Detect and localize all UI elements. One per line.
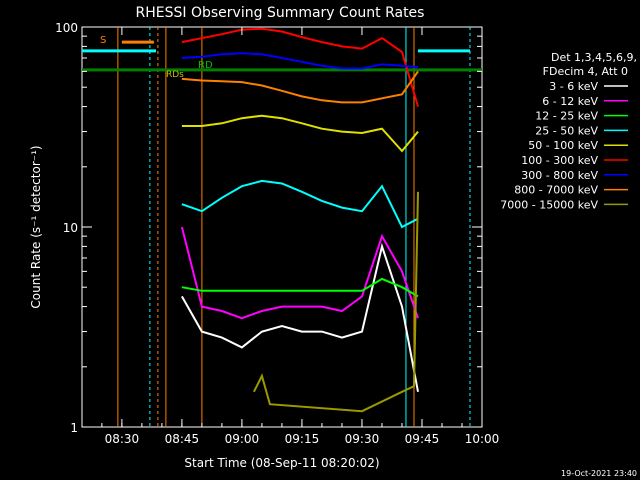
timestamp: 19-Oct-2021 23:40 <box>561 469 637 478</box>
annotation-rds: RDs <box>166 70 184 80</box>
annotation-s: S <box>100 35 106 46</box>
legend-label-7: 800 - 7000 keV <box>514 184 598 197</box>
y-axis-label: Count Rate (s⁻¹ detector⁻¹) <box>29 145 43 308</box>
x-tick-label-1: 08:45 <box>165 432 200 446</box>
x-tick-label-5: 09:45 <box>405 432 440 446</box>
legend-label-2: 12 - 25 keV <box>535 110 598 123</box>
x-tick-label-2: 09:00 <box>225 432 260 446</box>
series-line-1 <box>180 226 419 320</box>
series-line-0 <box>181 242 419 392</box>
legend-label-0: 3 - 6 keV <box>549 80 598 93</box>
legend-label-6: 300 - 800 keV <box>521 169 598 182</box>
y-axis: 1 10 100 <box>55 21 482 435</box>
series-line-3 <box>181 179 419 229</box>
legend-label-4: 50 - 100 keV <box>528 139 598 152</box>
series-line-7 <box>181 70 419 104</box>
x-axis: 08:30 08:45 09:00 09:15 09:30 09:45 10:00 <box>101 27 500 446</box>
legend-label-3: 25 - 50 keV <box>535 124 598 137</box>
marker-lines <box>82 27 482 427</box>
legend-label-1: 6 - 12 keV <box>542 95 598 108</box>
x-tick-label-6: 10:00 <box>465 432 500 446</box>
legend-label-5: 100 - 300 keV <box>521 154 598 167</box>
series-line-6 <box>181 52 419 70</box>
x-axis-label: Start Time (08-Sep-11 08:20:02) <box>184 456 379 470</box>
x-tick-label-3: 09:15 <box>285 432 320 446</box>
y-tick-label-0: 1 <box>70 421 78 435</box>
series-line-8 <box>253 191 419 413</box>
legend-label-8: 7000 - 15000 keV <box>500 198 598 211</box>
series-line-4 <box>181 114 419 153</box>
x-tick-label-0: 08:30 <box>105 432 140 446</box>
legend-header-1: Det 1,3,4,5,6,9, <box>551 51 637 64</box>
x-tick-label-4: 09:30 <box>345 432 380 446</box>
y-tick-label-2: 100 <box>55 21 78 35</box>
series-layer <box>180 27 419 413</box>
legend-header-2: FDecim 4, Att 0 <box>543 65 628 78</box>
chart-title: RHESSI Observing Summary Count Rates <box>136 5 425 21</box>
annotation-rd: RD <box>198 60 213 71</box>
y-tick-label-1: 10 <box>63 221 78 235</box>
series-line-2 <box>181 277 419 298</box>
series-line-5 <box>181 27 419 107</box>
